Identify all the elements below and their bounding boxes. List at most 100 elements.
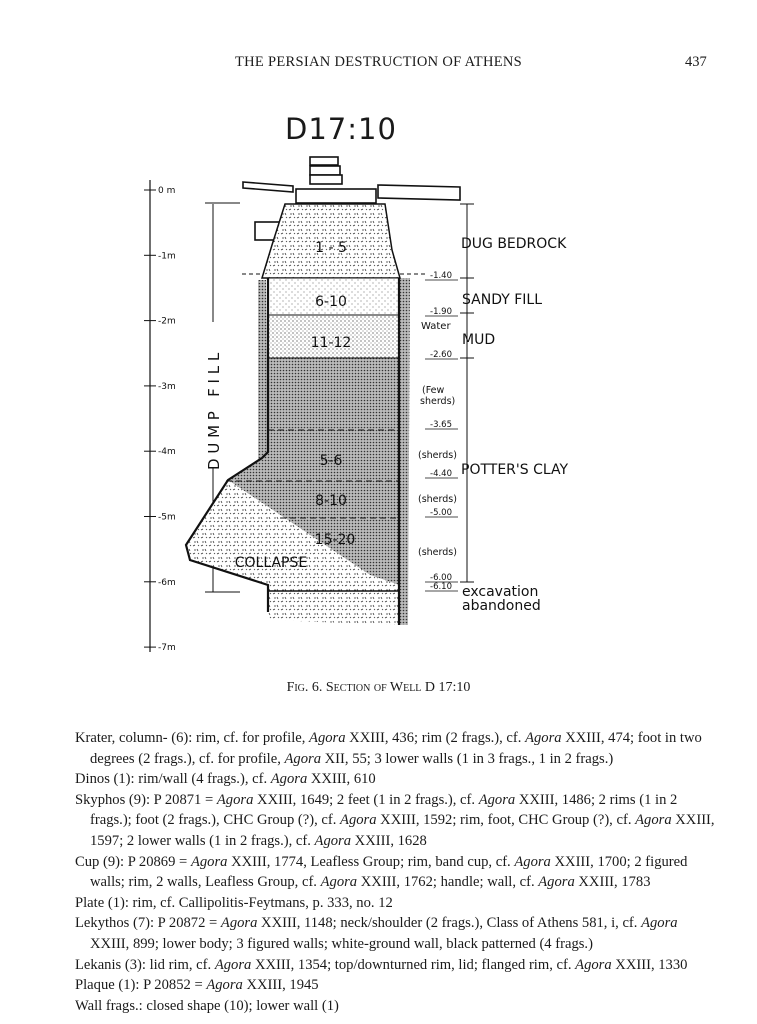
layer-label: 11-12 (311, 335, 352, 351)
figure-caption: Fig. 6. Section of Well D 17:10 (286, 680, 471, 695)
entry-text: XXIII, 1592; rim, foot, CHC Group (?), c… (376, 812, 636, 829)
stratum-label: POTTER'S CLAY (461, 462, 568, 478)
scale-label: -1m (158, 251, 176, 261)
depth-mark: -1.90 (430, 307, 452, 317)
entry-text: Plate (1): rim, cf. Callipolitis-Feytman… (75, 894, 393, 911)
entry-text: Krater, column- (6): rim, cf. for profil… (75, 730, 310, 746)
depth-mark: -3.65 (430, 420, 452, 430)
running-title: THE PERSIAN DESTRUCTION OF ATHENS (234, 54, 523, 70)
italic-reference: Agora (478, 791, 516, 808)
well-curb-stones (242, 156, 461, 241)
italic-reference: Agora (635, 812, 672, 829)
italic-reference: Agora (538, 874, 575, 891)
layer-label: 5-6 (320, 453, 343, 469)
entry-text: XXIII, 1945 (242, 977, 319, 994)
italic-reference: Agora (320, 874, 358, 891)
excavation-note: abandoned (462, 598, 541, 614)
entry-text: XII, 55; 3 lower walls (1 in 3 frags., 1… (320, 750, 614, 767)
entry-text: XXIII, 1774, Leafless Group; rim, band c… (227, 853, 515, 870)
catalog-entry: Lekythos (7): P 20872 = Agora XXIII, 114… (75, 913, 715, 954)
italic-reference: Agora (575, 956, 612, 973)
entry-text: XXIII, 474; foot in two degrees (2 frags… (90, 730, 702, 767)
depth-mark: -6.10 (430, 582, 452, 592)
scale-label: -2m (158, 317, 176, 327)
catalog-entry: Skyphos (9): P 20871 = Agora XXIII, 1649… (75, 790, 715, 852)
italic-reference: Agora (190, 853, 228, 870)
stratum-label: MUD (462, 332, 495, 348)
scale-label: -5m (158, 513, 176, 523)
catalog-entry: Dinos (1): rim/wall (4 frags.), cf. Agor… (75, 769, 715, 790)
entry-text: Plaque (1): P 20852 = (75, 977, 207, 994)
depth-mark: -4.40 (430, 469, 452, 479)
scale-label: -7m (158, 643, 176, 653)
entry-text: XXIII, 1354; top/downturned rim, lid; fl… (251, 956, 576, 973)
entry-text: XXIII, 1762; handle; wall, cf. (357, 874, 539, 891)
catalog-entry: Lekanis (3): lid rim, cf. Agora XXIII, 1… (75, 955, 715, 976)
depth-mark: -2.60 (430, 350, 452, 360)
entry-text: Dinos (1): rim/wall (4 frags.), cf. (75, 771, 271, 788)
layer-potters-clay (228, 358, 399, 585)
stratum-label: DUG BEDROCK (461, 236, 567, 252)
well-section-diagram: 0 m -1m -2m -3m -4m -5m -6m -7m D U M P F I L L (144, 156, 568, 653)
entry-text: XXIII, 1597; 2 lower walls (1 in 2 frags… (90, 812, 715, 849)
catalog-entry: Cup (9): P 20869 = Agora XXIII, 1774, Le… (75, 852, 715, 893)
catalog-entry: Wall frags.: closed shape (10); lower wa… (75, 996, 715, 1017)
entry-text: XXIII, 1330 (611, 956, 688, 973)
italic-reference: Agora (309, 730, 346, 746)
entry-text: XXIII, 610 (307, 771, 376, 788)
entry-text: Wall frags.: closed shape (10); lower wa… (75, 997, 339, 1014)
italic-reference: Agora (314, 832, 352, 849)
catalog-entry: Plate (1): rim, cf. Callipolitis-Feytman… (75, 893, 715, 914)
dump-fill-label: D U M P F I L L (205, 352, 223, 470)
entry-text: Lekanis (3): lid rim, cf. (75, 956, 215, 973)
depth-mark: -6.00 (430, 573, 452, 583)
entry-text: XXIII, 1783 (574, 874, 651, 891)
figure-title: D17:10 (285, 112, 397, 146)
deposit-contents-list: Krater, column- (6): rim, cf. for profil… (75, 728, 715, 1016)
water-label: Water (421, 321, 451, 332)
entry-text: XXIII, 1148; neck/shoulder (2 frags.), C… (257, 915, 642, 932)
catalog-entry: Krater, column- (6): rim, cf. for profil… (75, 728, 715, 769)
entry-text: XXIII, 436; rim (2 frags.), cf. (345, 730, 526, 746)
scale-label: -6m (158, 578, 176, 588)
page-number: 437 (685, 54, 707, 70)
sherd-note: (sherds) (418, 450, 457, 461)
italic-reference: Agora (220, 915, 258, 932)
italic-reference: Agora (214, 956, 252, 973)
layer-label: 1 - 5 (315, 240, 347, 256)
layer-label: COLLAPSE (235, 555, 307, 571)
italic-reference: Agora (514, 853, 551, 870)
stratum-label: SANDY FILL (462, 292, 542, 308)
scale-label: 0 m (158, 186, 175, 196)
catalog-entry: Plaque (1): P 20852 = Agora XXIII, 1945 (75, 975, 715, 996)
scale-label: -3m (158, 382, 176, 392)
italic-reference: Agora (216, 791, 254, 808)
entry-text: Skyphos (9): P 20871 = (75, 791, 217, 808)
italic-reference: Agora (284, 750, 321, 767)
sherd-note: (sherds) (418, 494, 457, 505)
layer-label: 15-20 (315, 532, 356, 548)
italic-reference: Agora (206, 977, 243, 994)
sherd-note: (sherds) (418, 547, 457, 558)
entry-text: Lekythos (7): P 20872 = (75, 915, 221, 932)
italic-reference: Agora (641, 915, 678, 932)
entry-text: XXIII, 1649; 2 feet (1 in 2 frags.), cf. (253, 791, 479, 808)
sherd-note: (Few (422, 385, 444, 396)
entry-text: XXIII, 1486; 2 rims (1 in 2 frags.); foo… (90, 791, 678, 829)
left-wall (258, 280, 268, 460)
depth-mark: -5.00 (430, 508, 452, 518)
depth-scale: 0 m -1m -2m -3m -4m -5m -6m -7m (144, 180, 176, 653)
entry-text: XXIII, 899; lower body; 3 figured walls;… (90, 935, 593, 952)
italic-reference: Agora (340, 812, 377, 829)
entry-text: Cup (9): P 20869 = (75, 853, 191, 870)
depth-mark: -1.40 (430, 271, 452, 281)
entry-text: XXIII, 1628 (351, 832, 427, 849)
layer-label: 8-10 (315, 493, 347, 509)
excavation-note: excavation (462, 584, 538, 600)
sherd-note: sherds) (420, 396, 455, 407)
layer-label: 6-10 (315, 294, 347, 310)
right-wall (400, 278, 410, 625)
entry-text: XXIII, 1700; 2 figured walls; rim, 2 wal… (90, 853, 688, 891)
layer-collapse (186, 480, 399, 625)
italic-reference: Agora (270, 771, 308, 788)
